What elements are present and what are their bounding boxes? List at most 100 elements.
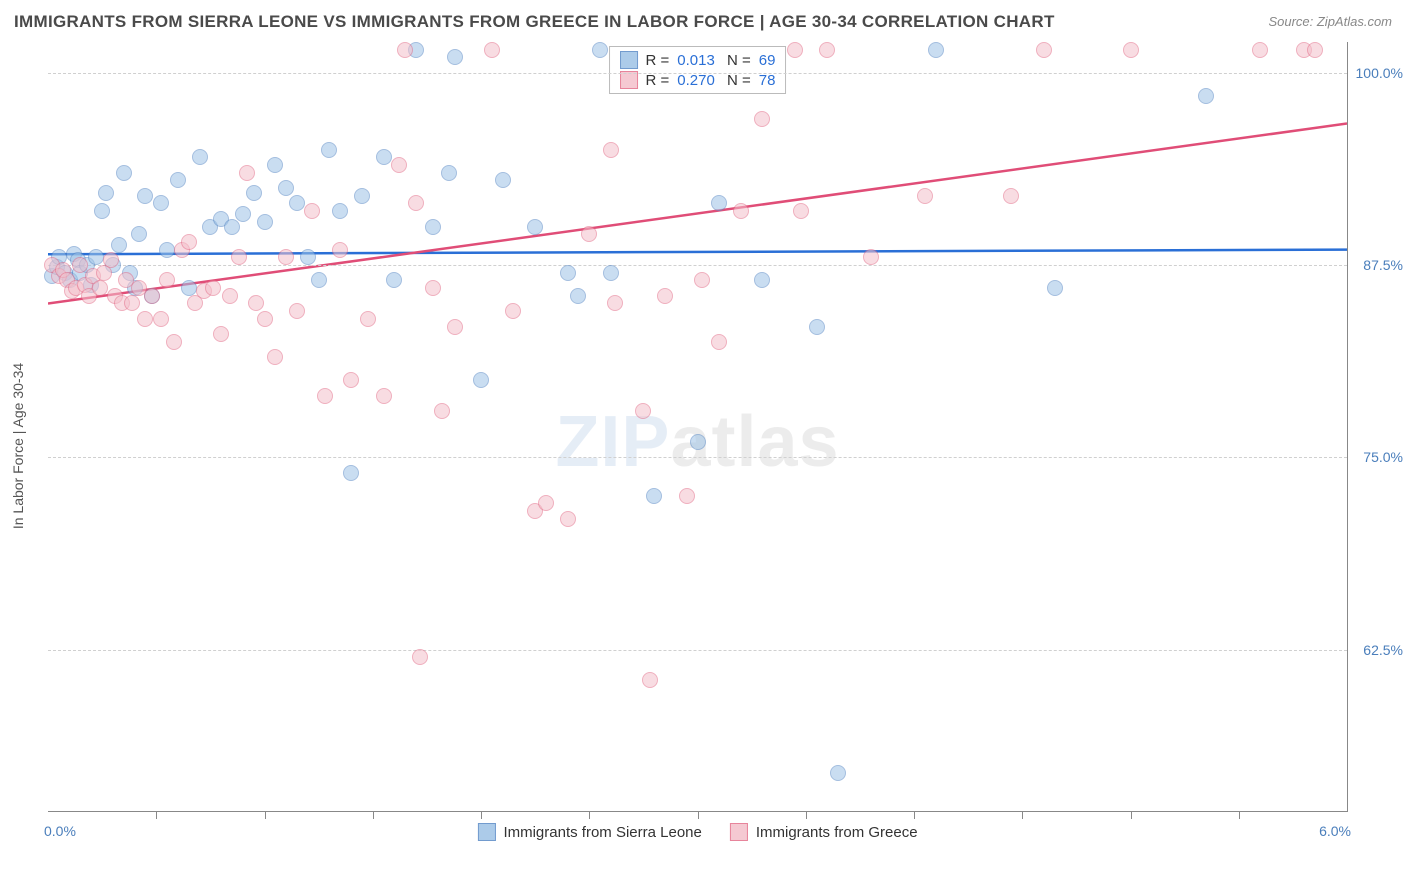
data-point <box>434 403 450 419</box>
gridline <box>48 265 1347 266</box>
data-point <box>278 180 294 196</box>
data-point <box>116 165 132 181</box>
data-point <box>607 295 623 311</box>
data-point <box>354 188 370 204</box>
data-point <box>425 219 441 235</box>
data-point <box>213 326 229 342</box>
data-point <box>166 334 182 350</box>
series-name-label: Immigrants from Greece <box>756 824 918 841</box>
data-point <box>447 319 463 335</box>
ytick-label: 100.0% <box>1356 65 1403 81</box>
data-point <box>917 188 933 204</box>
data-point <box>343 465 359 481</box>
xtick <box>698 811 699 819</box>
series-swatch-icon <box>620 51 638 69</box>
data-point <box>603 265 619 281</box>
data-point <box>103 252 119 268</box>
data-point <box>754 272 770 288</box>
data-point <box>289 303 305 319</box>
y-axis-label: In Labor Force | Age 30-34 <box>10 363 26 529</box>
legend-n-value: 69 <box>759 52 776 69</box>
data-point <box>111 237 127 253</box>
data-point <box>603 142 619 158</box>
data-point <box>343 372 359 388</box>
xtick <box>806 811 807 819</box>
data-point <box>642 672 658 688</box>
xtick <box>1022 811 1023 819</box>
data-point <box>289 195 305 211</box>
data-point <box>592 42 608 58</box>
data-point <box>153 311 169 327</box>
series-swatch-icon <box>730 823 748 841</box>
data-point <box>144 288 160 304</box>
legend-n-value: 78 <box>759 72 776 89</box>
data-point <box>332 203 348 219</box>
data-point <box>159 272 175 288</box>
data-point <box>239 165 255 181</box>
series-name-label: Immigrants from Sierra Leone <box>503 824 701 841</box>
data-point <box>376 388 392 404</box>
data-point <box>538 495 554 511</box>
data-point <box>231 249 247 265</box>
xtick <box>1131 811 1132 819</box>
data-point <box>98 185 114 201</box>
x-max-label: 6.0% <box>1319 823 1351 839</box>
data-point <box>581 226 597 242</box>
data-point <box>690 434 706 450</box>
data-point <box>1003 188 1019 204</box>
x-min-label: 0.0% <box>44 823 76 839</box>
xtick <box>373 811 374 819</box>
data-point <box>560 511 576 527</box>
data-point <box>397 42 413 58</box>
data-point <box>412 649 428 665</box>
data-point <box>248 295 264 311</box>
data-point <box>332 242 348 258</box>
legend-item: Immigrants from Sierra Leone <box>477 823 701 841</box>
data-point <box>657 288 673 304</box>
data-point <box>137 188 153 204</box>
data-point <box>181 280 197 296</box>
data-point <box>246 185 262 201</box>
data-point <box>205 280 221 296</box>
data-point <box>360 311 376 327</box>
xtick <box>156 811 157 819</box>
ytick-label: 62.5% <box>1363 642 1403 658</box>
ytick-label: 75.0% <box>1363 449 1403 465</box>
data-point <box>694 272 710 288</box>
xtick <box>589 811 590 819</box>
legend-row: R = 0.013 N = 69 <box>620 51 776 69</box>
gridline <box>48 650 1347 651</box>
data-point <box>124 295 140 311</box>
data-point <box>505 303 521 319</box>
data-point <box>1047 280 1063 296</box>
chart-title: IMMIGRANTS FROM SIERRA LEONE VS IMMIGRAN… <box>14 12 1055 32</box>
gridline <box>48 73 1347 74</box>
plot-area: R = 0.013 N = 69 R = 0.270 N = 78 ZIPatl… <box>48 42 1348 812</box>
data-point <box>473 372 489 388</box>
ytick-label: 87.5% <box>1363 257 1403 273</box>
data-point <box>1036 42 1052 58</box>
data-point <box>1252 42 1268 58</box>
data-point <box>311 272 327 288</box>
data-point <box>830 765 846 781</box>
data-point <box>1198 88 1214 104</box>
data-point <box>386 272 402 288</box>
data-point <box>711 334 727 350</box>
data-point <box>809 319 825 335</box>
data-point <box>300 249 316 265</box>
data-point <box>1307 42 1323 58</box>
data-point <box>192 149 208 165</box>
data-point <box>447 49 463 65</box>
data-point <box>88 249 104 265</box>
data-point <box>787 42 803 58</box>
data-point <box>646 488 662 504</box>
legend-stat-label: R = <box>646 52 670 69</box>
data-point <box>570 288 586 304</box>
data-point <box>863 249 879 265</box>
watermark-text: ZIP <box>555 402 670 482</box>
data-point <box>304 203 320 219</box>
data-point <box>635 403 651 419</box>
data-point <box>92 280 108 296</box>
data-point <box>235 206 251 222</box>
xtick <box>914 811 915 819</box>
